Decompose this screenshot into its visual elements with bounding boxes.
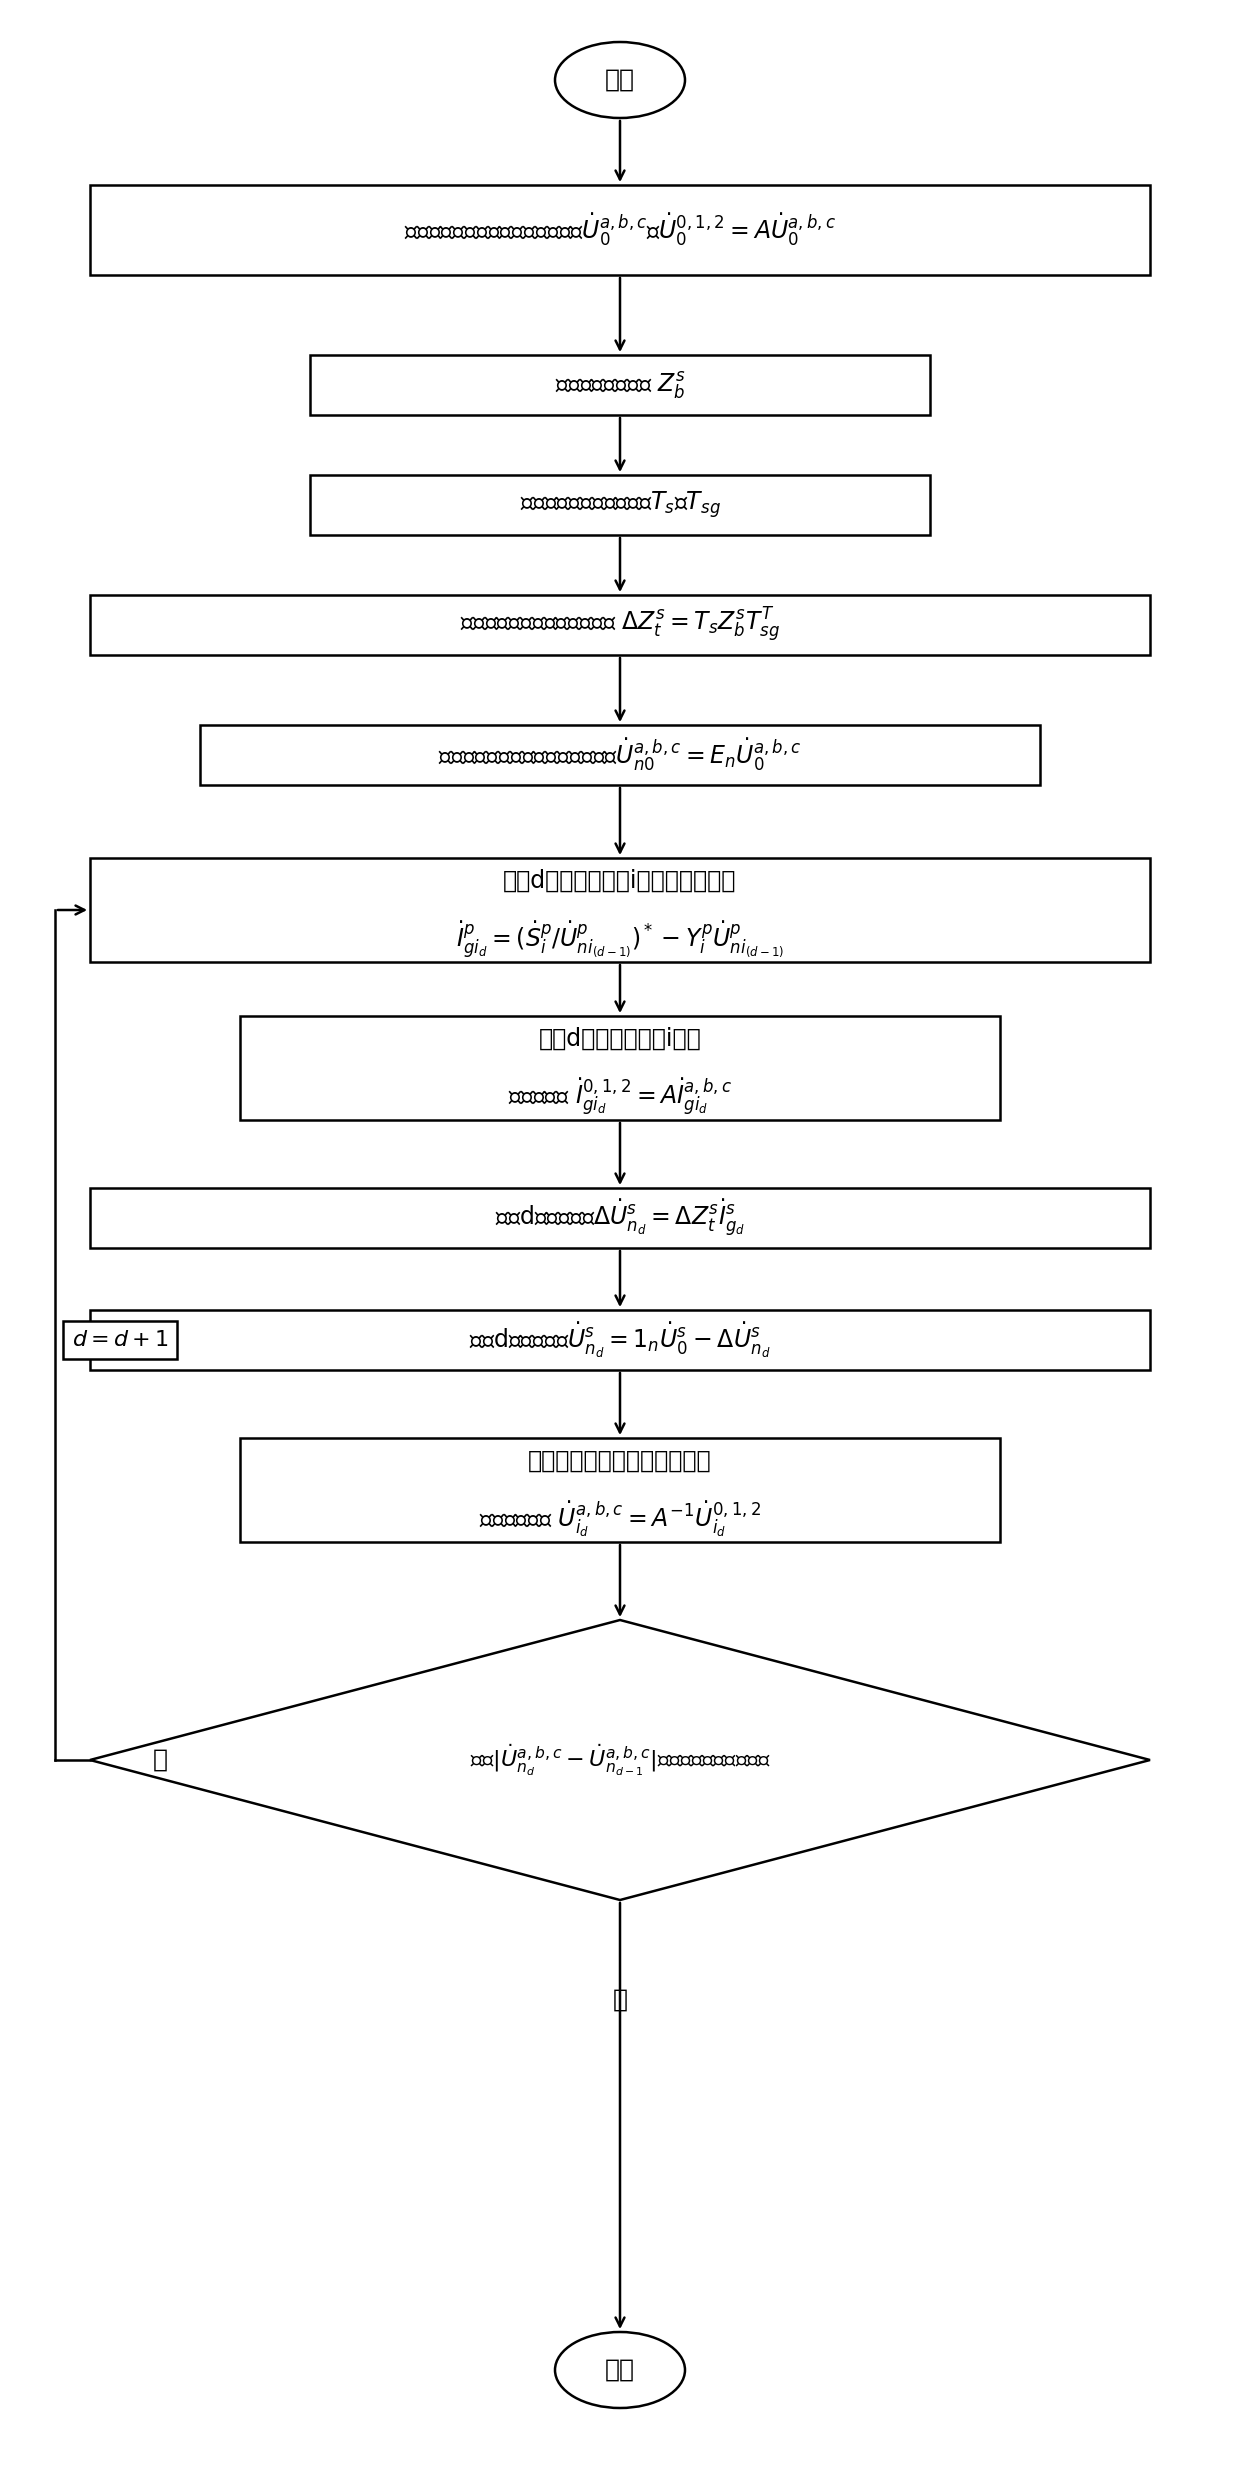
Text: 入口: 入口 (605, 69, 635, 91)
FancyBboxPatch shape (241, 1439, 999, 1542)
Text: 出口: 出口 (605, 2357, 635, 2382)
FancyBboxPatch shape (310, 474, 930, 536)
Polygon shape (91, 1619, 1149, 1900)
Text: 否: 否 (153, 1747, 167, 1772)
Text: 计算d次迭代时的$\dot{U}_{n_d}^s=1_n\dot{U}_0^s-\Delta\dot{U}_{n_d}^s$: 计算d次迭代时的$\dot{U}_{n_d}^s=1_n\dot{U}_0^s-… (469, 1320, 771, 1360)
FancyBboxPatch shape (91, 1187, 1149, 1249)
FancyBboxPatch shape (200, 726, 1040, 785)
FancyBboxPatch shape (91, 595, 1149, 654)
Ellipse shape (556, 2332, 684, 2409)
Text: 计算各序网络参数 $Z_b^s$: 计算各序网络参数 $Z_b^s$ (554, 370, 686, 400)
Ellipse shape (556, 42, 684, 118)
Text: 三相电压相量 $\dot{U}_{i_d}^{a,b,c}=A^{-1}\dot{U}_{i_d}^{0,1,2}$: 三相电压相量 $\dot{U}_{i_d}^{a,b,c}=A^{-1}\dot… (479, 1498, 761, 1540)
Text: 计算各序网中阻抗灵敏性矩阵 $\Delta Z_t^s = T_s Z_b^s T_{sg}^T$: 计算各序网中阻抗灵敏性矩阵 $\Delta Z_t^s = T_s Z_b^s … (460, 605, 780, 644)
Text: 获取网络参数，设定参考节点电压$\dot{U}_0^{a,b,c}$，$\dot{U}_0^{0,1,2}=A\dot{U}_0^{a,b,c}$: 获取网络参数，设定参考节点电压$\dot{U}_0^{a,b,c}$，$\dot… (404, 212, 836, 249)
Text: 给配电网各节点三相电压赋初始值$\dot{U}_{n0}^{a,b,c}=E_n\dot{U}_0^{a,b,c}$: 给配电网各节点三相电压赋初始值$\dot{U}_{n0}^{a,b,c}=E_n… (438, 735, 802, 772)
Text: $\dot{I}_{gi_d}^{p}=(\dot{S}_i^{p}/\dot{U}_{ni_{(d-1)}}^{p})^*-Y_i^{p}\dot{U}_{n: $\dot{I}_{gi_d}^{p}=(\dot{S}_i^{p}/\dot{… (456, 918, 784, 960)
Text: $d=d+1$: $d=d+1$ (72, 1330, 169, 1350)
FancyBboxPatch shape (241, 1017, 999, 1120)
Text: 计算d次迭代时的$\Delta\dot{U}_{n_d}^s=\Delta Z_t^s \dot{I}_{g_d}^s$: 计算d次迭代时的$\Delta\dot{U}_{n_d}^s=\Delta Z_… (495, 1197, 745, 1239)
Text: 基于逆变换计算次迭代时节点: 基于逆变换计算次迭代时节点 (528, 1449, 712, 1473)
FancyBboxPatch shape (91, 185, 1149, 274)
FancyBboxPatch shape (91, 859, 1149, 963)
Text: 计算d次迭代时节点i注入: 计算d次迭代时节点i注入 (538, 1027, 702, 1051)
Text: 是: 是 (613, 1989, 627, 2011)
Text: 判断$|\dot{U}_{n_d}^{a,b,c}-\dot{U}_{n_{d-1}}^{a,b,c}|$是否满足收敛精度要求: 判断$|\dot{U}_{n_d}^{a,b,c}-\dot{U}_{n_{d-… (470, 1742, 770, 1777)
FancyBboxPatch shape (310, 355, 930, 415)
FancyBboxPatch shape (91, 1311, 1149, 1370)
Text: 计算各序网络的道路矩阵$T_s$和$T_{sg}$: 计算各序网络的道路矩阵$T_s$和$T_{sg}$ (520, 489, 720, 521)
Text: 计算d次迭代时节点i注入的各相电流: 计算d次迭代时节点i注入的各相电流 (503, 869, 737, 893)
Text: 的各序电流 $\dot{I}_{gi_d}^{0,1,2}=A\dot{I}_{gi_d}^{a,b,c}$: 的各序电流 $\dot{I}_{gi_d}^{0,1,2}=A\dot{I}_{… (508, 1076, 732, 1118)
